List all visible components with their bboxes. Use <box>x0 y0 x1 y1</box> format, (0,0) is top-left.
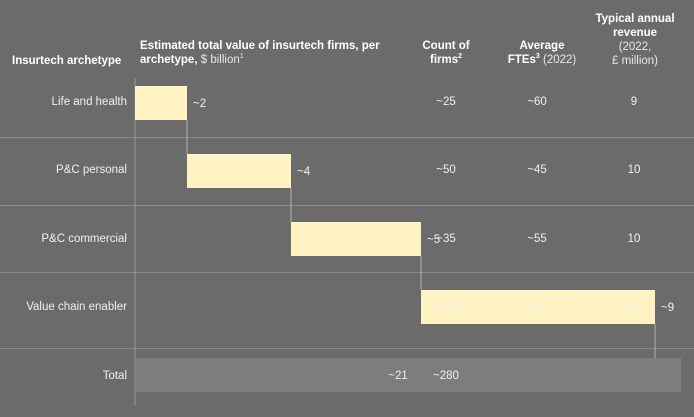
row-label-life-health: Life and health <box>51 96 127 108</box>
row-label-total: Total <box>102 370 127 382</box>
bar-total <box>135 358 681 392</box>
header-revenue: Typical annual revenue (2022, £ million) <box>595 13 675 67</box>
header-value: Estimated total value of insurtech firms… <box>140 40 380 66</box>
fte-pc-commercial: ~55 <box>527 233 547 245</box>
bar-value-label: ~4 <box>297 166 311 178</box>
count-value-chain: ~170 <box>433 301 459 313</box>
revenue-value-chain: 11 <box>628 301 640 313</box>
fte-pc-personal: ~45 <box>527 164 547 176</box>
header-count: Count of firms2 <box>422 40 470 66</box>
row-separator <box>0 137 694 138</box>
count-pc-personal: ~50 <box>436 164 456 176</box>
bar-life-and-health <box>135 86 187 120</box>
row-separator <box>0 205 694 206</box>
bar-value-label: ~2 <box>193 98 206 110</box>
bar-total-value-label: ~21 <box>388 370 408 382</box>
bar-p-c-commercial <box>291 222 421 256</box>
header-archetype: Insurtech archetype <box>12 55 122 67</box>
header-fte: Average FTEs3 (2022) <box>507 40 577 66</box>
bar-p-c-personal <box>187 154 291 188</box>
count-life-health: ~25 <box>436 96 456 108</box>
row-separator <box>0 348 694 349</box>
revenue-life-health: 9 <box>630 96 638 108</box>
bar-value-chain-enabler <box>421 290 655 324</box>
bar-value-label: ~5 <box>427 234 440 246</box>
revenue-pc-commercial: 10 <box>627 233 641 245</box>
count-total: ~280 <box>433 370 459 382</box>
bar-value-label: ~9 <box>661 302 674 314</box>
revenue-pc-personal: 10 <box>627 164 641 176</box>
row-label-pc-personal: P&C personal <box>56 164 127 176</box>
row-separator <box>0 272 694 273</box>
count-pc-commercial: ~35 <box>436 233 456 245</box>
fte-life-health: ~60 <box>527 96 547 108</box>
row-label-pc-commercial: P&C commercial <box>41 233 127 245</box>
fte-value-chain: ~50 <box>527 301 547 313</box>
row-label-value-chain: Value chain enabler <box>26 301 127 313</box>
